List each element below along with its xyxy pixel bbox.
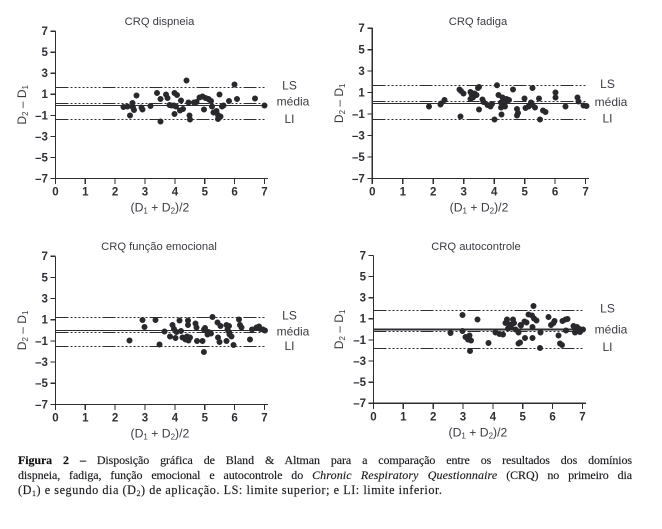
svg-text:–5: –5 bbox=[35, 152, 48, 164]
svg-text:1: 1 bbox=[358, 88, 365, 100]
svg-text:LI: LI bbox=[284, 339, 294, 353]
svg-text:(D1 + D2)/2: (D1 + D2)/2 bbox=[131, 427, 190, 442]
svg-text:LI: LI bbox=[602, 112, 612, 126]
svg-text:4: 4 bbox=[490, 411, 497, 423]
svg-text:7: 7 bbox=[261, 187, 267, 199]
svg-text:–3: –3 bbox=[352, 130, 365, 142]
svg-text:D2 – D1: D2 – D1 bbox=[332, 309, 347, 349]
svg-text:3: 3 bbox=[41, 68, 47, 80]
svg-text:6: 6 bbox=[552, 186, 558, 198]
svg-text:–1: –1 bbox=[35, 336, 48, 348]
svg-text:–1: –1 bbox=[353, 335, 366, 347]
svg-text:LS: LS bbox=[600, 77, 615, 91]
svg-text:–5: –5 bbox=[352, 152, 365, 164]
svg-text:LI: LI bbox=[284, 112, 294, 126]
svg-text:4: 4 bbox=[172, 412, 179, 424]
svg-text:3: 3 bbox=[360, 293, 366, 305]
svg-text:–3: –3 bbox=[35, 131, 48, 143]
svg-text:7: 7 bbox=[360, 250, 366, 262]
svg-text:3: 3 bbox=[358, 66, 364, 78]
svg-text:média: média bbox=[595, 95, 628, 109]
svg-text:5: 5 bbox=[360, 271, 367, 283]
svg-text:5: 5 bbox=[521, 186, 528, 198]
svg-text:–7: –7 bbox=[35, 173, 48, 185]
svg-text:CRQ dispneia: CRQ dispneia bbox=[125, 16, 195, 28]
svg-text:–5: –5 bbox=[35, 378, 48, 390]
svg-text:7: 7 bbox=[358, 23, 364, 35]
svg-text:5: 5 bbox=[41, 47, 48, 59]
svg-text:D2 – D1: D2 – D1 bbox=[15, 310, 30, 350]
svg-text:–3: –3 bbox=[35, 357, 48, 369]
svg-text:D2 – D1: D2 – D1 bbox=[332, 83, 347, 123]
svg-text:7: 7 bbox=[579, 411, 585, 423]
svg-text:0: 0 bbox=[52, 187, 58, 199]
svg-text:1: 1 bbox=[360, 314, 367, 326]
svg-text:CRQ fadiga: CRQ fadiga bbox=[449, 16, 508, 28]
svg-text:7: 7 bbox=[41, 251, 47, 263]
svg-text:–3: –3 bbox=[353, 356, 366, 368]
svg-text:1: 1 bbox=[82, 187, 89, 199]
svg-text:–5: –5 bbox=[353, 377, 366, 389]
svg-text:média: média bbox=[277, 95, 310, 109]
svg-text:6: 6 bbox=[549, 411, 555, 423]
svg-text:–7: –7 bbox=[353, 398, 366, 410]
svg-text:4: 4 bbox=[491, 186, 498, 198]
svg-text:–7: –7 bbox=[352, 173, 365, 185]
svg-text:1: 1 bbox=[400, 411, 407, 423]
svg-text:média: média bbox=[595, 323, 628, 337]
svg-text:5: 5 bbox=[202, 187, 209, 199]
svg-text:3: 3 bbox=[460, 411, 466, 423]
svg-text:(D1 + D2)/2: (D1 + D2)/2 bbox=[449, 426, 508, 441]
svg-text:1: 1 bbox=[41, 315, 48, 327]
svg-text:3: 3 bbox=[460, 186, 466, 198]
svg-text:3: 3 bbox=[41, 294, 47, 306]
svg-text:1: 1 bbox=[41, 89, 48, 101]
svg-text:D2 – D1: D2 – D1 bbox=[15, 84, 30, 124]
svg-text:–1: –1 bbox=[352, 109, 365, 121]
svg-text:CRQ função emocional: CRQ função emocional bbox=[101, 241, 217, 253]
svg-text:4: 4 bbox=[172, 187, 179, 199]
svg-text:0: 0 bbox=[369, 186, 375, 198]
svg-text:2: 2 bbox=[430, 186, 436, 198]
svg-text:LS: LS bbox=[282, 309, 297, 323]
svg-text:0: 0 bbox=[52, 412, 58, 424]
svg-text:6: 6 bbox=[231, 412, 237, 424]
svg-text:5: 5 bbox=[519, 411, 526, 423]
svg-text:2: 2 bbox=[112, 412, 118, 424]
svg-text:LI: LI bbox=[602, 340, 612, 354]
svg-text:5: 5 bbox=[41, 272, 48, 284]
svg-text:CRQ autocontrole: CRQ autocontrole bbox=[431, 241, 521, 253]
svg-text:(D1 + D2)/2: (D1 + D2)/2 bbox=[450, 201, 509, 216]
svg-text:5: 5 bbox=[358, 45, 365, 57]
svg-text:1: 1 bbox=[82, 412, 89, 424]
svg-text:7: 7 bbox=[41, 26, 47, 38]
svg-text:7: 7 bbox=[261, 412, 267, 424]
svg-text:0: 0 bbox=[370, 411, 376, 423]
svg-text:3: 3 bbox=[142, 187, 148, 199]
svg-text:1: 1 bbox=[400, 186, 407, 198]
svg-text:7: 7 bbox=[582, 186, 588, 198]
svg-text:(D1 + D2)/2: (D1 + D2)/2 bbox=[131, 201, 190, 216]
svg-text:5: 5 bbox=[202, 412, 209, 424]
svg-text:3: 3 bbox=[142, 412, 148, 424]
svg-text:2: 2 bbox=[112, 187, 118, 199]
svg-text:6: 6 bbox=[231, 187, 237, 199]
svg-text:LS: LS bbox=[600, 301, 615, 315]
svg-text:2: 2 bbox=[430, 411, 436, 423]
svg-text:média: média bbox=[277, 325, 310, 339]
svg-text:–1: –1 bbox=[35, 110, 48, 122]
svg-text:LS: LS bbox=[282, 79, 297, 93]
svg-text:–7: –7 bbox=[35, 399, 48, 411]
